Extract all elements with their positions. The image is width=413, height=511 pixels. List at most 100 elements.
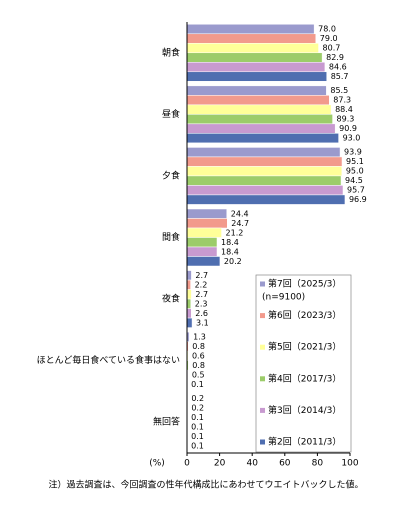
category-label: ほとんど毎日食べている食事はない (37, 354, 180, 366)
legend-label: 第2回（2011/3） (268, 436, 341, 448)
bar (187, 95, 329, 105)
value-label: 20.2 (224, 257, 242, 266)
bar (187, 157, 342, 167)
x-tick-label: 80 (312, 459, 324, 469)
value-label: 95.7 (347, 186, 365, 195)
value-label: 2.3 (195, 299, 208, 308)
value-label: 2.2 (195, 280, 208, 289)
legend-swatch (260, 376, 265, 381)
legend-swatch (260, 440, 265, 445)
value-label: 0.1 (191, 413, 204, 422)
value-label: 0.2 (191, 403, 204, 412)
bar (187, 185, 343, 195)
x-tick-label: 40 (246, 459, 258, 469)
value-label: 0.1 (191, 380, 204, 389)
value-label: 24.4 (231, 209, 249, 218)
value-label: 24.7 (231, 219, 249, 228)
x-axis-label: (%) (149, 459, 165, 469)
bar (187, 176, 341, 186)
value-label: 2.6 (195, 309, 208, 318)
legend-label: 第4回（2017/3） (268, 372, 341, 384)
bar (187, 219, 227, 229)
bar (187, 72, 327, 82)
value-label: 0.1 (191, 441, 204, 450)
value-label: 21.2 (226, 228, 244, 237)
bar (187, 238, 217, 248)
value-label: 0.1 (191, 432, 204, 441)
legend-label: 第7回（2025/3） (268, 278, 341, 290)
bar (187, 166, 342, 176)
footnote: 注）過去調査は、今回調査の性年代構成比にあわせてウエイトバックした値。 (48, 479, 363, 491)
value-label: 94.5 (345, 176, 363, 185)
x-tick-label: 20 (214, 459, 226, 469)
value-label: 96.9 (349, 195, 367, 204)
bar (187, 257, 220, 267)
value-label: 84.6 (329, 63, 347, 72)
value-label: 18.4 (221, 247, 239, 256)
bar (187, 124, 335, 134)
category-label: 夜食 (162, 293, 180, 305)
bar (187, 299, 191, 309)
bar (187, 209, 227, 219)
bar (187, 133, 339, 143)
value-label: 2.7 (195, 271, 208, 280)
category-label: 夕食 (162, 169, 180, 181)
value-label: 93.0 (343, 134, 361, 143)
bar (187, 114, 333, 124)
bar (187, 271, 191, 281)
value-label: 85.7 (331, 72, 349, 81)
value-label: 2.7 (195, 290, 208, 299)
bar (187, 195, 345, 205)
bar (187, 147, 340, 157)
value-label: 0.5 (192, 370, 205, 379)
value-label: 85.5 (330, 86, 348, 95)
bar (187, 62, 325, 72)
bar (187, 290, 191, 300)
value-label: 0.8 (192, 361, 205, 370)
legend-swatch (260, 345, 265, 350)
category-label: 間食 (162, 231, 180, 243)
x-tick-label: 0 (184, 459, 190, 469)
bar (187, 86, 326, 96)
value-label: 90.9 (339, 124, 357, 133)
value-label: 82.9 (326, 53, 344, 62)
bar (187, 280, 191, 290)
bar (187, 43, 319, 53)
bar (187, 318, 192, 328)
category-label: 昼食 (162, 108, 180, 120)
legend-swatch (260, 408, 265, 413)
legend-note: (n=9100) (262, 293, 305, 303)
value-label: 88.4 (335, 105, 353, 114)
value-label: 87.3 (333, 96, 351, 105)
bar (187, 24, 314, 33)
value-label: 80.7 (323, 44, 341, 53)
bar (187, 309, 191, 319)
legend-label: 第6回（2023/3） (268, 309, 341, 321)
value-label: 0.2 (191, 394, 204, 403)
legend-swatch (260, 313, 265, 318)
x-tick-label: 60 (279, 459, 291, 469)
bar (187, 34, 316, 44)
x-tick-label: 100 (341, 459, 358, 469)
value-label: 0.8 (192, 342, 205, 351)
value-label: 0.1 (191, 422, 204, 431)
value-label: 93.9 (344, 148, 362, 157)
value-label: 95.1 (346, 157, 364, 166)
bar (187, 53, 322, 63)
value-label: 89.3 (337, 115, 355, 124)
category-label: 朝食 (162, 46, 180, 58)
value-label: 3.1 (196, 318, 209, 327)
category-label: 無回答 (153, 416, 180, 428)
value-label: 1.3 (193, 332, 206, 341)
value-label: 79.0 (320, 34, 338, 43)
value-label: 18.4 (221, 238, 239, 247)
value-label: 95.0 (346, 167, 364, 176)
value-label: 0.6 (192, 351, 205, 360)
bar (187, 228, 222, 238)
bar (187, 247, 217, 257)
legend-label: 第5回（2021/3） (268, 341, 341, 353)
value-label: 78.0 (318, 25, 336, 34)
legend-swatch (260, 282, 265, 287)
legend-label: 第3回（2014/3） (268, 404, 341, 416)
